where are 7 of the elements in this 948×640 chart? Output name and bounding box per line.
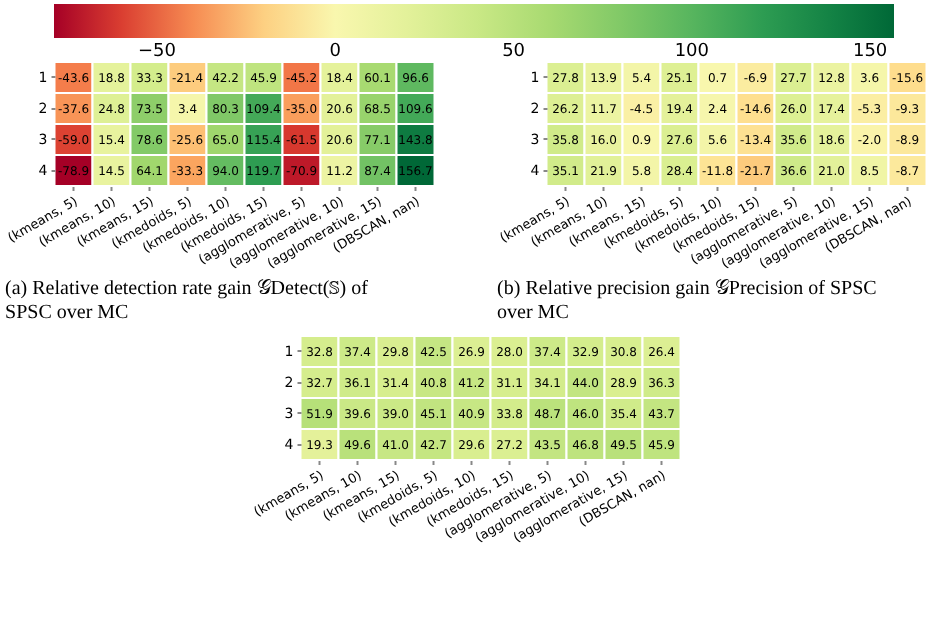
- color-bar-label: 50: [502, 42, 526, 62]
- text: (a) Relative detection rate gain 𝒢Detect(𝕊) of SPSC over MC: [5, 277, 370, 324]
- color-bar-label: 0: [329, 42, 342, 62]
- color-bar-label: 100: [674, 42, 710, 62]
- color-bar-label: −50: [138, 42, 177, 62]
- text: (b) Relative precision gain 𝒢Precision of SPSC over MC: [497, 277, 878, 324]
- color-bar-label: 150: [852, 42, 888, 62]
